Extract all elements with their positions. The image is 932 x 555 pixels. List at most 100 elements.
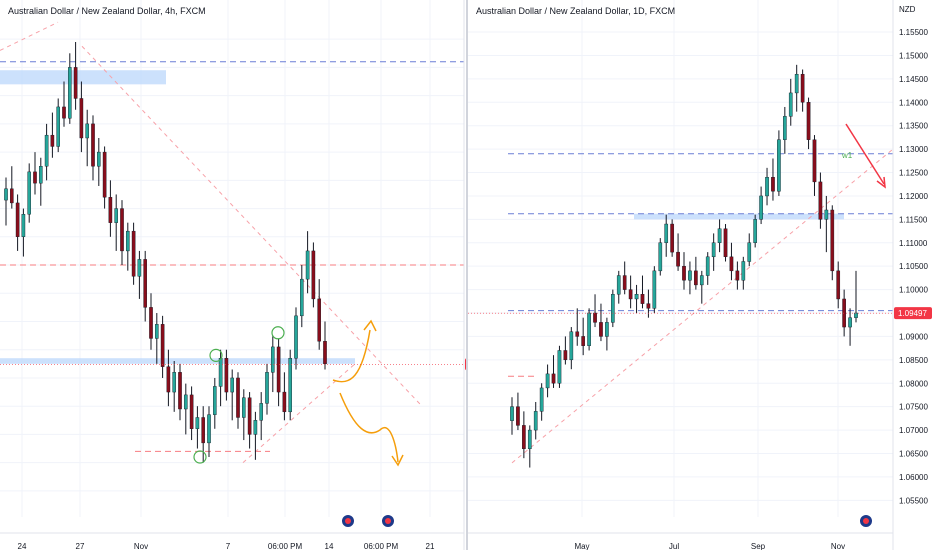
- time-tick-label: 21: [426, 542, 435, 550]
- candle: [610, 294, 615, 323]
- trend-line: [0, 21, 59, 51]
- price-badge: [894, 307, 932, 320]
- candle: [551, 373, 556, 384]
- candle: [149, 307, 153, 339]
- price-tick-label: 1.13000: [899, 145, 928, 154]
- candle: [276, 346, 281, 393]
- candle: [120, 208, 124, 252]
- candle: [723, 228, 728, 258]
- candle: [271, 346, 275, 373]
- price-tick-label: 1.15500: [899, 28, 928, 37]
- candle: [557, 350, 562, 384]
- candle: [658, 242, 663, 272]
- currency-label: NZD: [899, 5, 916, 14]
- candle: [741, 261, 746, 281]
- candle: [545, 373, 550, 389]
- time-tick-label: 7: [226, 542, 231, 550]
- price-tick-label: 1.13500: [899, 122, 928, 131]
- price-tick-label: 1.07500: [899, 403, 928, 412]
- candle: [587, 312, 591, 346]
- candle: [56, 106, 60, 147]
- candle: [735, 270, 740, 281]
- price-badge-label: 1.09497: [898, 309, 927, 318]
- chart-title: Australian Dollar / New Zealand Dollar, …: [8, 6, 206, 16]
- pivot-marker: [271, 326, 285, 340]
- candle: [848, 317, 852, 328]
- candle: [842, 298, 846, 328]
- candle: [699, 275, 704, 286]
- price-tick-label: 1.08500: [899, 356, 928, 365]
- candle: [253, 420, 258, 435]
- candle: [259, 403, 263, 421]
- candle: [676, 251, 680, 267]
- candle: [539, 387, 544, 412]
- candle: [172, 372, 176, 393]
- candle: [300, 278, 304, 317]
- candle: [646, 303, 651, 309]
- candle: [265, 372, 269, 404]
- time-tick-label: Nov: [134, 542, 148, 550]
- candle: [575, 331, 580, 337]
- candle: [323, 341, 327, 365]
- candle: [195, 417, 200, 429]
- price-tick-label: 1.07000: [899, 426, 928, 435]
- candle: [729, 256, 734, 272]
- candle: [79, 98, 84, 139]
- candle: [818, 181, 823, 220]
- pane-divider[interactable]: [466, 0, 468, 550]
- price-tick-label: 1.11500: [899, 215, 928, 224]
- chart-4h-pane[interactable]: Australian Dollar / New Zealand Dollar, …: [0, 0, 503, 551]
- candle: [836, 270, 841, 300]
- candle: [634, 294, 639, 300]
- candle: [178, 372, 182, 410]
- candle: [137, 259, 142, 277]
- candle: [155, 324, 159, 339]
- chart-4h[interactable]: NZD1.118001.116001.114001.112001.110001.…: [0, 0, 503, 551]
- candle: [44, 134, 49, 167]
- candle: [50, 134, 55, 147]
- candle: [747, 242, 752, 262]
- candle: [688, 270, 692, 281]
- candle: [664, 223, 669, 243]
- price-tick-label: 1.12500: [899, 169, 928, 178]
- candle: [27, 171, 31, 215]
- candle: [91, 123, 95, 167]
- candle: [294, 315, 298, 359]
- pivot-marker: [193, 450, 207, 464]
- candle: [759, 195, 763, 220]
- candle: [771, 177, 775, 192]
- candle: [705, 256, 710, 276]
- price-tick-label: 1.14000: [899, 98, 928, 107]
- price-tick-label: 1.09000: [899, 332, 928, 341]
- australia-flag-icon: [385, 518, 391, 524]
- price-tick-label: 1.11000: [899, 239, 928, 248]
- candle: [102, 151, 107, 198]
- candle: [670, 223, 674, 253]
- candle: [317, 298, 321, 342]
- price-tick-label: 1.06500: [899, 449, 928, 458]
- price-tick-label: 1.12000: [899, 192, 928, 201]
- candle: [68, 67, 72, 119]
- candle: [782, 116, 787, 140]
- support-zone: [0, 70, 166, 85]
- candle: [522, 425, 526, 450]
- candle: [765, 177, 769, 197]
- trend-line: [81, 45, 423, 407]
- chart-1d[interactable]: w1 NZD 1.15500 1.15000 1.14500 1.14000 1.13500…: [468, 0, 932, 551]
- candle: [806, 102, 811, 140]
- candle: [39, 166, 43, 184]
- price-tick-label: 1.14500: [899, 75, 928, 84]
- candle: [593, 312, 597, 323]
- candle: [201, 417, 205, 444]
- candle: [652, 270, 657, 309]
- candle: [788, 92, 793, 117]
- candle: [628, 289, 633, 300]
- candle: [189, 394, 194, 429]
- time-tick-label: 14: [325, 542, 334, 550]
- chart-1d-pane[interactable]: Australian Dollar / New Zealand Dollar, …: [468, 0, 932, 551]
- candle: [213, 386, 217, 415]
- candle: [794, 73, 799, 94]
- candle: [569, 331, 574, 361]
- candle: [97, 151, 101, 167]
- bearish-arrow: [845, 123, 885, 185]
